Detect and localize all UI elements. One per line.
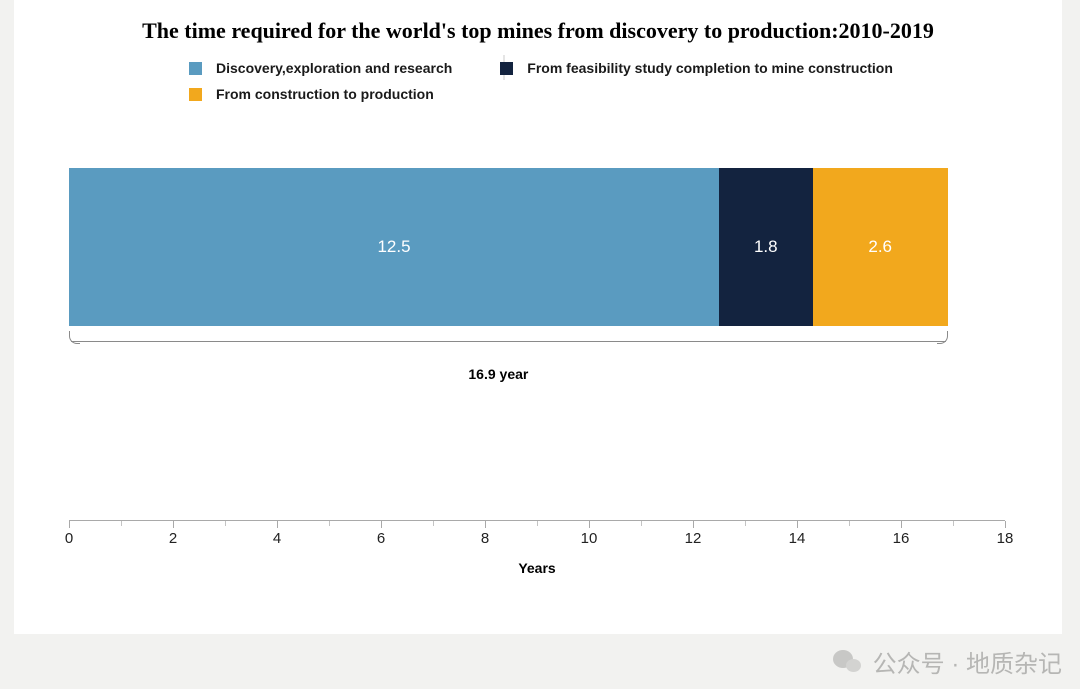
legend-swatch — [189, 62, 202, 75]
x-tick-minor — [225, 521, 226, 526]
watermark-text: 公众号 · 地质杂记 — [873, 644, 1062, 679]
legend-row: Discovery,exploration and research From … — [189, 60, 949, 86]
watermark: 公众号 · 地质杂记 — [833, 644, 1062, 679]
x-tick-minor — [433, 521, 434, 526]
x-tick-major — [797, 521, 798, 528]
x-tick-label: 14 — [789, 530, 806, 547]
x-tick-label: 8 — [481, 530, 489, 547]
bar-segment-discovery: 12.5 — [69, 168, 719, 326]
x-tick-label: 10 — [581, 530, 598, 547]
x-tick-major — [173, 521, 174, 528]
legend: Discovery,exploration and research From … — [189, 60, 949, 112]
bar-value-label: 1.8 — [754, 237, 778, 257]
x-tick-label: 12 — [685, 530, 702, 547]
x-tick-minor — [641, 521, 642, 526]
x-tick-minor — [537, 521, 538, 526]
chart-title: The time required for the world's top mi… — [14, 18, 1062, 44]
x-tick-label: 0 — [65, 530, 73, 547]
x-tick-minor — [849, 521, 850, 526]
x-tick-label: 18 — [997, 530, 1014, 547]
chart-panel: The time required for the world's top mi… — [14, 0, 1062, 634]
legend-label: From construction to production — [216, 86, 434, 102]
bar-segment-feasibility: 1.8 — [719, 168, 813, 326]
x-tick-major — [693, 521, 694, 528]
x-tick-major — [1005, 521, 1006, 528]
x-tick-minor — [953, 521, 954, 526]
legend-swatch — [500, 62, 513, 75]
x-tick-major — [901, 521, 902, 528]
total-bracket — [69, 331, 948, 351]
legend-swatch — [189, 88, 202, 101]
x-tick-minor — [745, 521, 746, 526]
x-tick-label: 2 — [169, 530, 177, 547]
x-tick-major — [381, 521, 382, 528]
total-text: 16.9 year — [468, 366, 528, 382]
legend-item-discovery: Discovery,exploration and research — [189, 60, 452, 76]
x-tick-major — [485, 521, 486, 528]
x-tick-minor — [329, 521, 330, 526]
stacked-bar: 12.5 1.8 2.6 — [69, 168, 948, 326]
legend-item-feasibility: From feasibility study completion to min… — [500, 60, 893, 76]
total-label: 16.9 year — [468, 366, 528, 382]
x-tick-label: 16 — [893, 530, 910, 547]
x-axis — [69, 520, 1005, 541]
bar-segment-construction: 2.6 — [813, 168, 948, 326]
x-tick-major — [277, 521, 278, 528]
wechat-icon — [833, 647, 863, 677]
x-tick-minor — [121, 521, 122, 526]
x-tick-label: 6 — [377, 530, 385, 547]
x-tick-major — [69, 521, 70, 528]
bar-value-label: 2.6 — [868, 237, 892, 257]
plot-area: 12.5 1.8 2.6 16.9 year Years 02468101214… — [69, 168, 1005, 538]
x-tick-major — [589, 521, 590, 528]
x-tick-label: 4 — [273, 530, 281, 547]
bar-value-label: 12.5 — [377, 237, 410, 257]
legend-row: From construction to production — [189, 86, 949, 112]
legend-label: Discovery,exploration and research — [216, 60, 452, 76]
legend-item-construction: From construction to production — [189, 86, 434, 102]
legend-label: From feasibility study completion to min… — [527, 60, 893, 76]
x-axis-label: Years — [69, 560, 1005, 576]
